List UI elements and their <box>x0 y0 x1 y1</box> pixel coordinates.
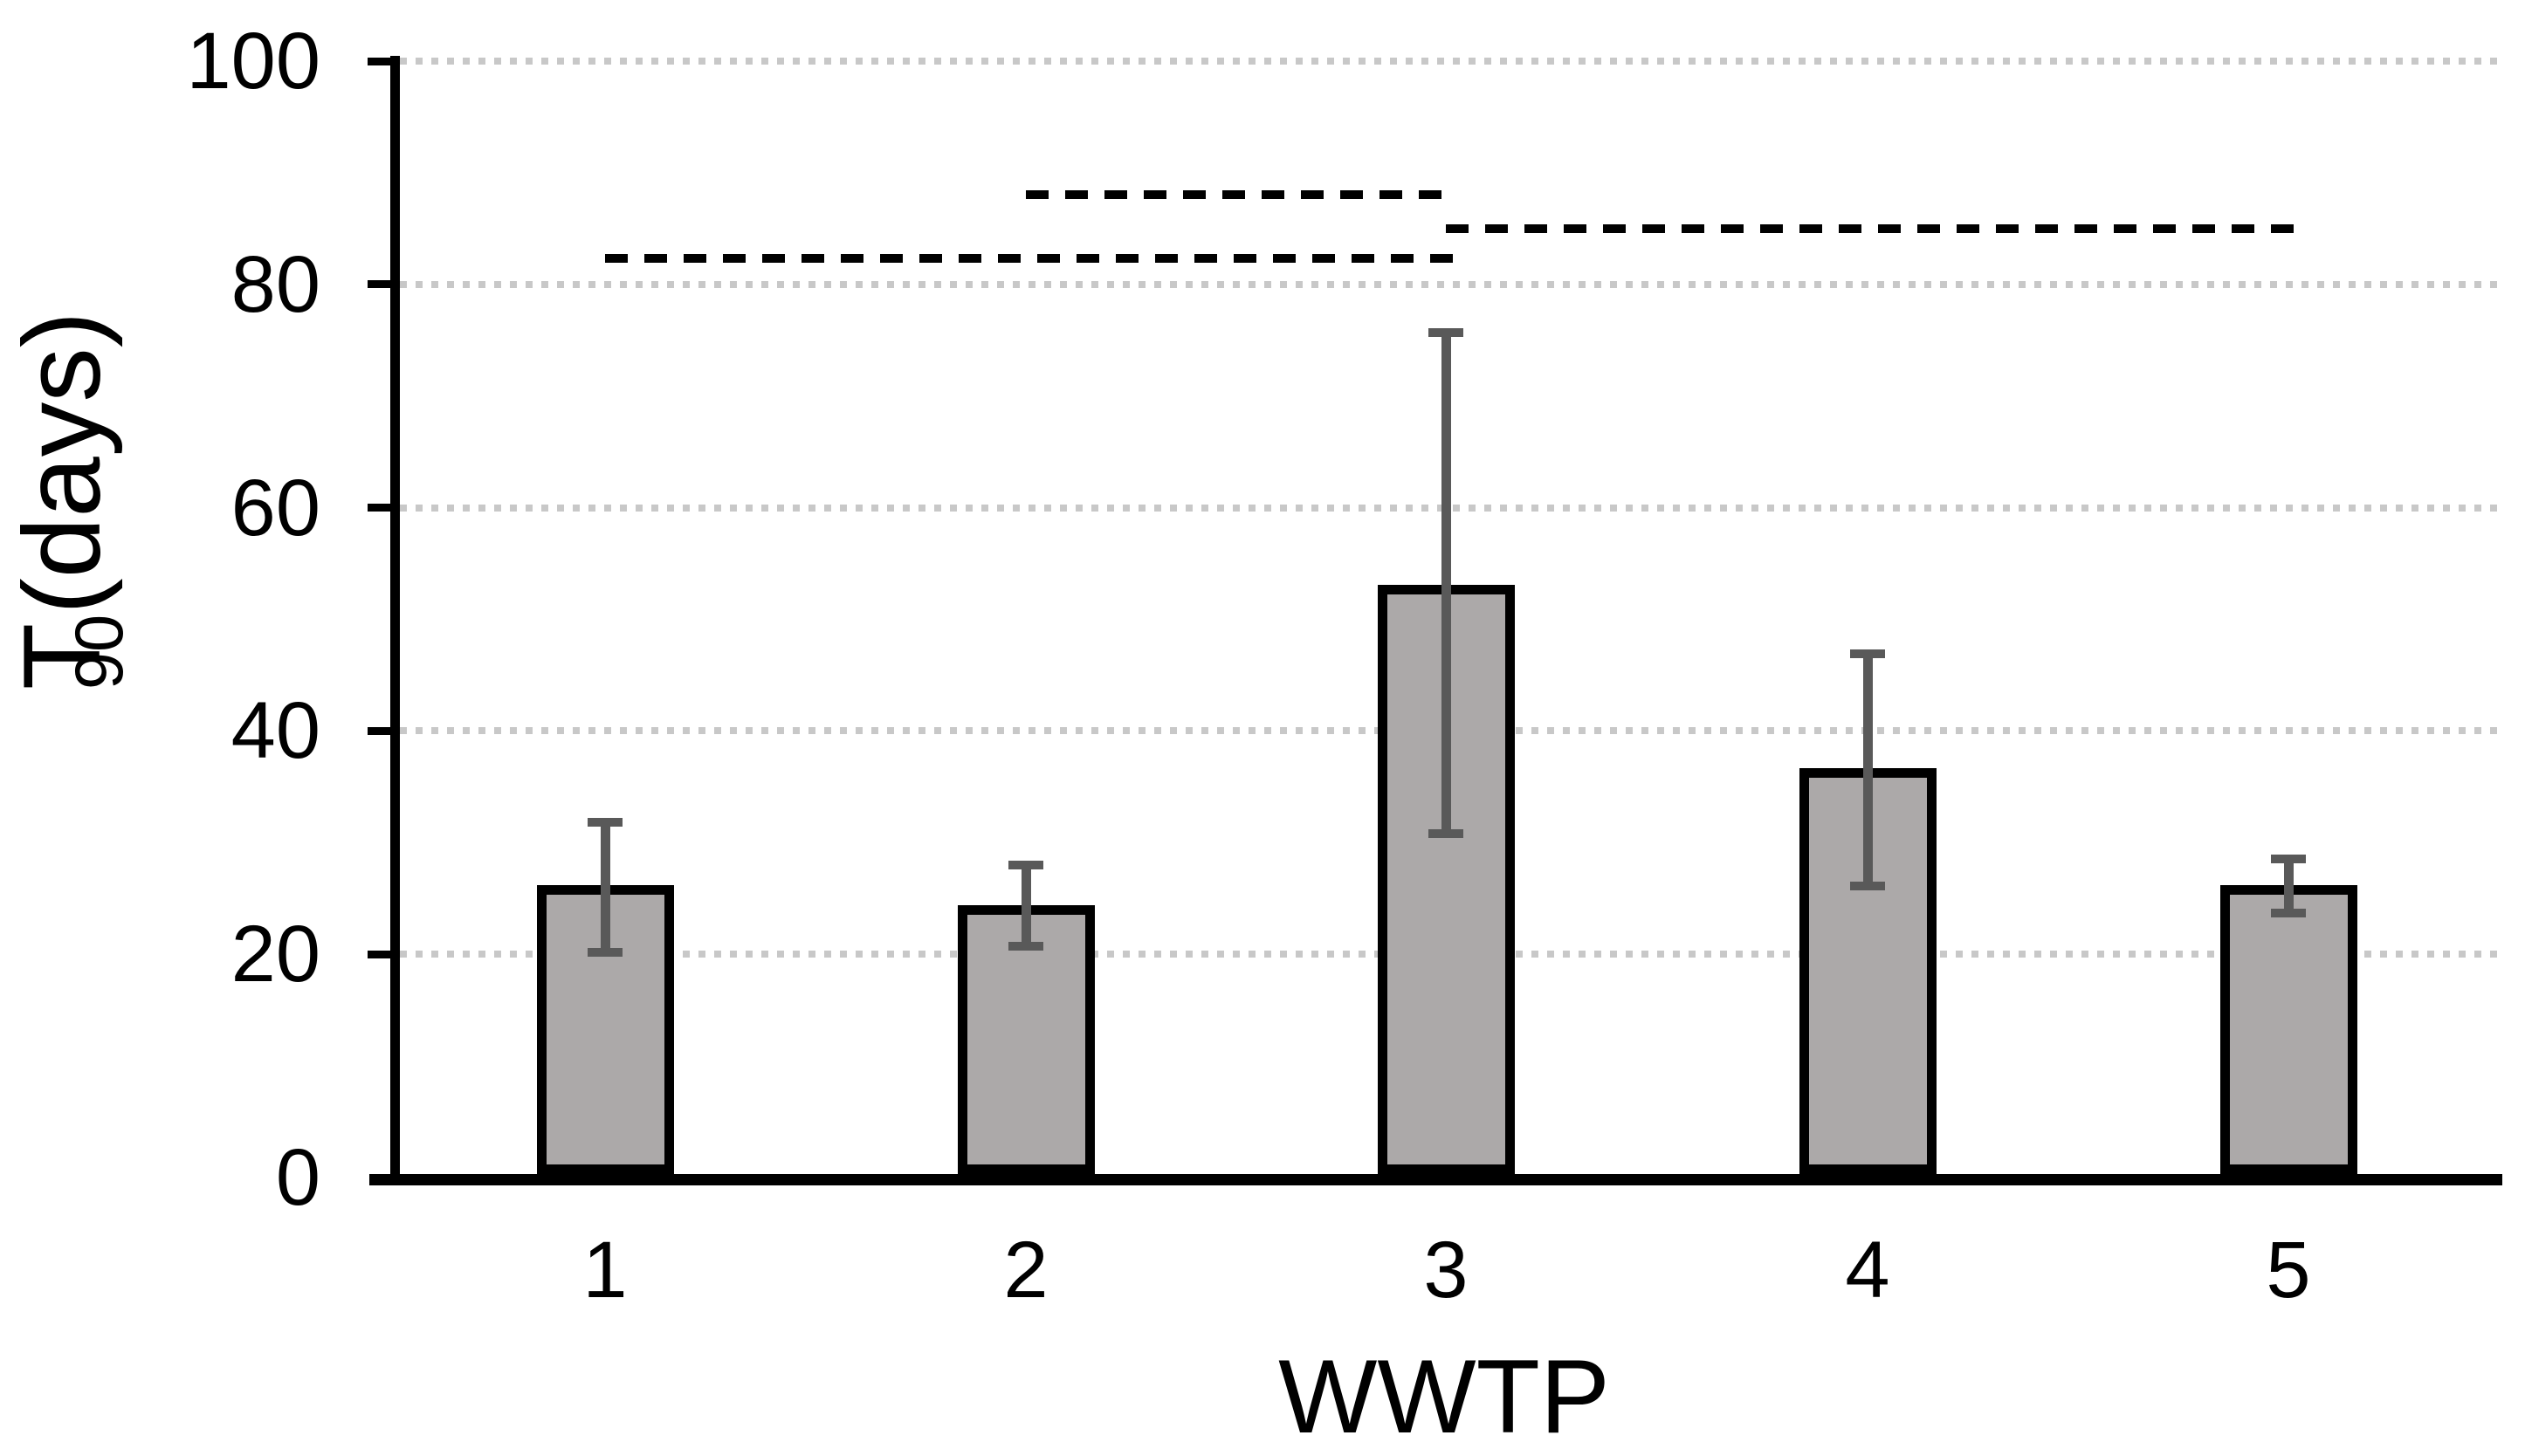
error-bar-2-stem <box>1021 864 1031 947</box>
y-tick-80 <box>368 280 390 289</box>
y-tick-label-60: 60 <box>230 463 320 553</box>
y-axis-title-rest: (days) <box>2 311 123 615</box>
x-category-label-1: 1 <box>582 1226 628 1315</box>
error-bar-5-top-cap <box>2271 855 2306 864</box>
significance-line-3-5 <box>1446 223 2299 233</box>
gridline-100 <box>400 58 2497 65</box>
y-tick-label-40: 40 <box>230 686 320 776</box>
y-axis-line <box>390 56 400 1185</box>
error-bar-2-top-cap <box>1008 860 1043 869</box>
y-tick-100 <box>368 57 390 65</box>
significance-line-1-3 <box>605 254 1456 264</box>
y-tick-20 <box>368 950 390 958</box>
y-tick-label-100: 100 <box>186 17 321 106</box>
y-tick-label-20: 20 <box>230 910 320 999</box>
y-tick-40 <box>368 726 390 735</box>
gridline-80 <box>400 280 2497 288</box>
error-bar-4-stem <box>1862 654 1873 887</box>
error-bar-5-bottom-cap <box>2271 908 2306 917</box>
y-tick-60 <box>368 504 390 512</box>
error-bar-3-bottom-cap <box>1428 829 1463 839</box>
bar-wwtp-5 <box>2219 884 2357 1174</box>
x-axis-title: WWTP <box>1278 1338 1610 1455</box>
error-bar-4-top-cap <box>1850 649 1885 659</box>
error-bar-2-bottom-cap <box>1008 942 1043 951</box>
x-category-label-3: 3 <box>1423 1226 1469 1315</box>
error-bar-1-stem <box>600 822 610 952</box>
error-bar-1-bottom-cap <box>588 947 623 957</box>
x-axis-line <box>369 1174 2502 1185</box>
x-category-label-4: 4 <box>1845 1226 1890 1315</box>
error-bar-4-bottom-cap <box>1850 882 1885 891</box>
significance-line-2-3 <box>1026 190 1456 200</box>
y-tick-label-0: 0 <box>275 1133 320 1222</box>
error-bar-3-top-cap <box>1428 327 1463 337</box>
x-category-label-2: 2 <box>1003 1226 1049 1315</box>
error-bar-5-stem <box>2283 859 2294 913</box>
error-bar-3-stem <box>1441 332 1451 834</box>
y-axis-title: T 90 (days) <box>0 312 163 690</box>
y-tick-label-80: 80 <box>230 239 320 329</box>
error-bar-1-top-cap <box>588 818 623 828</box>
y-axis-title-main: T <box>2 622 123 690</box>
x-category-label-5: 5 <box>2266 1226 2311 1315</box>
